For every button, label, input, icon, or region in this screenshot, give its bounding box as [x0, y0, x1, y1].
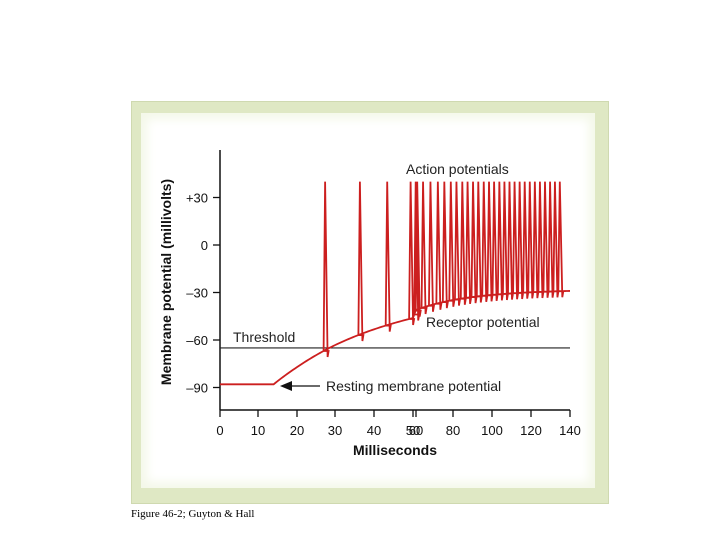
annotations: Action potentials Receptor potential Thr… [233, 161, 540, 394]
x-tick-label: 60 [409, 423, 423, 438]
figure-caption: Figure 46-2; Guyton & Hall [131, 508, 255, 520]
y-tick-label: –30 [186, 285, 208, 300]
x-tick-label: 10 [251, 423, 265, 438]
x-tick-label: 80 [446, 423, 460, 438]
membrane-trace-group [220, 181, 571, 386]
x-tick-label: 120 [520, 423, 542, 438]
threshold-label: Threshold [233, 329, 295, 345]
membrane-potential-trace [220, 181, 571, 386]
annotation-action-potentials: Action potentials [406, 161, 509, 177]
y-tick-label: +30 [186, 191, 208, 206]
x-tick-label: 140 [559, 423, 581, 438]
x-tick-label: 50 [406, 423, 420, 438]
x-tick-label: 20 [290, 423, 304, 438]
annotation-resting-membrane-potential: Resting membrane potential [326, 378, 501, 394]
annotation-receptor-potential: Receptor potential [426, 314, 540, 330]
x-tick-label: 30 [328, 423, 342, 438]
x-tick-label: 100 [481, 423, 503, 438]
y-tick-label: –90 [186, 380, 208, 395]
resting-arrow-head [280, 381, 292, 391]
x-tick-label: 0 [216, 423, 223, 438]
x-axis-title: Milliseconds [353, 442, 437, 458]
y-tick-label: 0 [201, 238, 208, 253]
figure-panel [141, 113, 595, 488]
x-tick-label: 40 [367, 423, 381, 438]
y-tick-label: –60 [186, 333, 208, 348]
y-axis-title: Membrane potential (millivolts) [158, 179, 174, 385]
